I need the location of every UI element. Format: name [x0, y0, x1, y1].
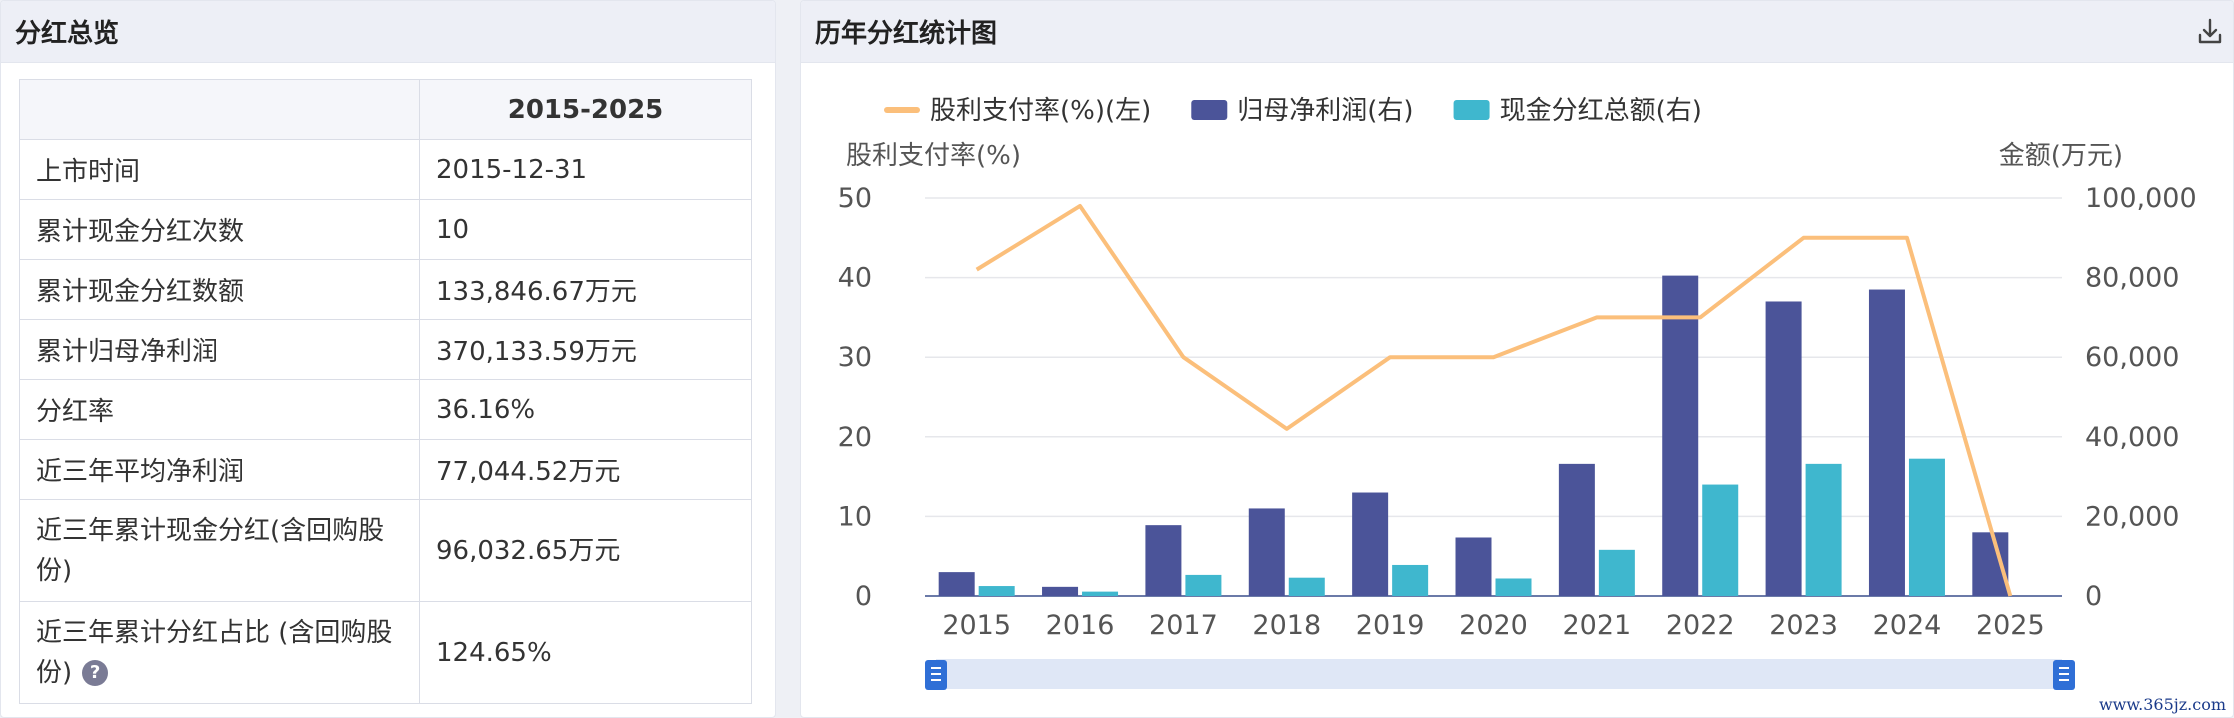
- y-left-tick-label: 20: [838, 422, 872, 453]
- summary-title: 分红总览: [1, 1, 775, 63]
- y-axis-left-title: 股利支付率(%): [846, 141, 1021, 171]
- legend-item[interactable]: 归母净利润(右): [1191, 96, 1414, 126]
- y-left-tick-label: 0: [855, 581, 872, 612]
- table-row: 累计现金分红数额 133,846.67万元: [19, 259, 752, 320]
- legend-item[interactable]: 现金分红总额(右): [1453, 96, 1702, 126]
- table-row: 近三年累计现金分红(含回购股份) 96,032.65万元: [19, 499, 752, 602]
- y-left-tick-label: 30: [838, 342, 872, 373]
- x-tick-label: 2015: [942, 610, 1011, 641]
- x-tick-label: 2023: [1769, 610, 1838, 641]
- summary-panel: 分红总览 2015-2025 上市时间 2015-12-31 累计现金分红次数 …: [0, 0, 776, 718]
- download-icon[interactable]: [2193, 15, 2227, 49]
- y-right-tick-label: 0: [2085, 581, 2102, 612]
- x-tick-label: 2016: [1046, 610, 1115, 641]
- y-right-tick-label: 80,000: [2085, 263, 2179, 294]
- bar-net-profit[interactable]: [1558, 463, 1595, 596]
- legend-label: 归母净利润(右): [1237, 96, 1413, 126]
- bar-cash-dividend[interactable]: [1805, 463, 1842, 596]
- legend-swatch: [1453, 100, 1490, 120]
- table-row: 近三年累计分红占比 (含回购股份)? 124.65%: [19, 601, 752, 704]
- x-tick-label: 2017: [1149, 610, 1218, 641]
- help-icon[interactable]: ?: [82, 660, 109, 686]
- chart-bars: [938, 275, 2009, 596]
- zoom-handle-left[interactable]: [925, 660, 947, 690]
- legend-swatch: [884, 107, 920, 113]
- y-right-tick-label: 20,000: [2085, 501, 2179, 532]
- x-tick-label: 2024: [1873, 610, 1942, 641]
- row-label: 累计现金分红数额: [19, 259, 420, 320]
- x-tick-label: 2025: [1976, 610, 2045, 641]
- y-left-tick-label: 40: [838, 263, 872, 294]
- bar-net-profit[interactable]: [1765, 301, 1802, 596]
- y-right-tick-label: 100,000: [2085, 183, 2197, 214]
- table-row: 上市时间 2015-12-31: [19, 139, 752, 200]
- zoom-track[interactable]: [936, 659, 2062, 689]
- row-label: 近三年累计分红占比 (含回购股份): [36, 617, 393, 688]
- row-value: 124.65%: [419, 601, 752, 704]
- row-label-with-help: 近三年累计分红占比 (含回购股份)?: [19, 601, 420, 704]
- bar-net-profit[interactable]: [1042, 586, 1079, 596]
- legend-swatch: [1191, 100, 1228, 120]
- bar-cash-dividend[interactable]: [1288, 577, 1325, 596]
- bar-cash-dividend[interactable]: [1702, 484, 1739, 596]
- y-axis-right-title: 金额(万元): [1999, 141, 2123, 171]
- row-label: 近三年平均净利润: [19, 439, 420, 500]
- bar-net-profit[interactable]: [1145, 525, 1182, 596]
- table-column-header: 2015-2025: [419, 79, 752, 140]
- chart-panel: 历年分红统计图: [800, 0, 2234, 718]
- bar-cash-dividend[interactable]: [1598, 549, 1635, 596]
- bar-cash-dividend[interactable]: [1082, 591, 1119, 596]
- legend-label: 现金分红总额(右): [1500, 96, 1702, 126]
- bar-cash-dividend[interactable]: [1185, 574, 1222, 596]
- summary-table: 2015-2025 上市时间 2015-12-31 累计现金分红次数 10 累计…: [19, 79, 752, 704]
- legend-label: 股利支付率(%)(左): [930, 96, 1151, 126]
- x-tick-label: 2018: [1252, 610, 1321, 641]
- row-label: 近三年累计现金分红(含回购股份): [19, 499, 420, 602]
- table-row: 累计现金分红次数 10: [19, 199, 752, 260]
- table-corner: [19, 79, 420, 140]
- x-tick-label: 2022: [1666, 610, 1735, 641]
- dividend-chart: 股利支付率(%)(左) 归母净利润(右) 现金分红总额(右) 股利支付率(%) 金额…: [838, 96, 2197, 690]
- row-value: 2015-12-31: [419, 139, 752, 200]
- legend-item[interactable]: 股利支付率(%)(左): [884, 96, 1151, 126]
- bar-net-profit[interactable]: [938, 572, 975, 596]
- row-label: 累计现金分红次数: [19, 199, 420, 260]
- x-tick-label: 2021: [1563, 610, 1632, 641]
- bar-net-profit[interactable]: [1662, 275, 1699, 596]
- payout-ratio-line[interactable]: [975, 203, 2013, 597]
- y-right-tick-label: 60,000: [2085, 342, 2179, 373]
- table-row: 近三年平均净利润 77,044.52万元: [19, 439, 752, 500]
- bar-cash-dividend[interactable]: [1495, 578, 1532, 596]
- bar-cash-dividend[interactable]: [1908, 458, 1945, 596]
- y-left-tick-label: 10: [838, 501, 872, 532]
- bar-net-profit[interactable]: [1352, 492, 1389, 596]
- bar-net-profit[interactable]: [1455, 537, 1492, 596]
- row-value: 133,846.67万元: [419, 259, 752, 320]
- chart-title: 历年分红统计图: [801, 1, 2233, 63]
- chart-legend: 股利支付率(%)(左) 归母净利润(右) 现金分红总额(右): [884, 96, 1702, 126]
- watermark: www.365jz.com: [2098, 695, 2226, 714]
- y-left-tick-label: 50: [838, 183, 872, 214]
- table-row: 累计归母净利润 370,133.59万元: [19, 319, 752, 380]
- zoom-slider[interactable]: [925, 659, 2075, 690]
- row-value: 96,032.65万元: [419, 499, 752, 602]
- row-label: 累计归母净利润: [19, 319, 420, 380]
- bar-net-profit[interactable]: [1248, 508, 1285, 596]
- y-right-tick-label: 40,000: [2085, 422, 2179, 453]
- bar-net-profit[interactable]: [1868, 289, 1905, 596]
- chart-ticks: 0 0 10 20,000 20 40,000 30 60,000 40 80,000 50 100,…: [838, 183, 2197, 641]
- chart-line: [975, 203, 2013, 597]
- x-tick-label: 2019: [1356, 610, 1425, 641]
- row-label: 分红率: [19, 379, 420, 440]
- row-value: 370,133.59万元: [419, 319, 752, 380]
- row-label: 上市时间: [19, 139, 420, 200]
- zoom-handle-right[interactable]: [2053, 660, 2075, 690]
- row-value: 77,044.52万元: [419, 439, 752, 500]
- bar-cash-dividend[interactable]: [978, 586, 1015, 596]
- bar-cash-dividend[interactable]: [1392, 564, 1429, 596]
- row-value: 36.16%: [419, 379, 752, 440]
- x-tick-label: 2020: [1459, 610, 1528, 641]
- row-value: 10: [419, 199, 752, 260]
- table-row: 分红率 36.16%: [19, 379, 752, 440]
